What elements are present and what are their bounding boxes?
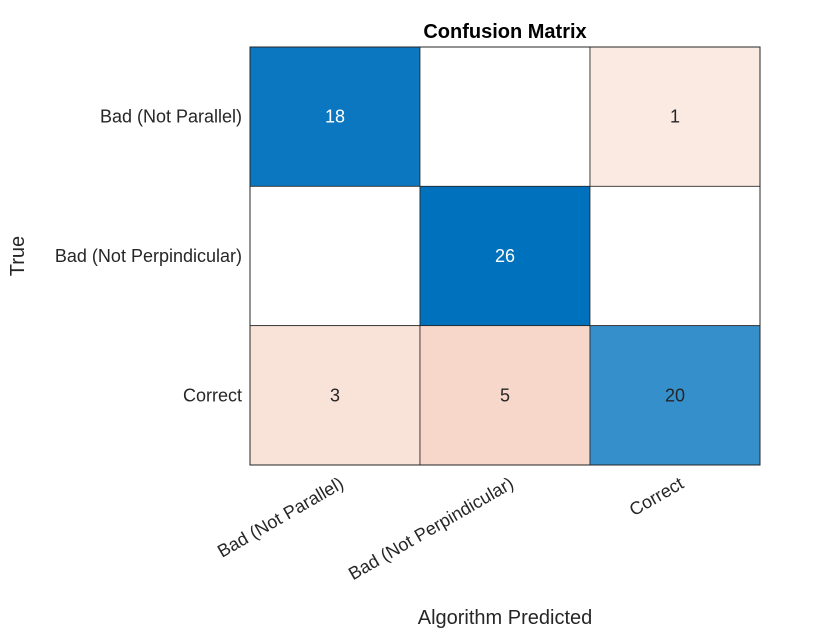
x-tick-label: Bad (Not Parallel): [214, 473, 347, 561]
matrix-cell: [249, 46, 421, 187]
y-axis-label: True: [7, 236, 29, 276]
y-tick-labels: Bad (Not Parallel) Bad (Not Perpindicular…: [55, 107, 242, 406]
y-tick-label: Correct: [183, 385, 242, 405]
matrix-cell: [249, 325, 421, 466]
x-tick-label: Bad (Not Perpindicular): [345, 473, 517, 584]
chart-title: Confusion Matrix: [423, 21, 586, 43]
x-tick-labels: Bad (Not Parallel)Bad (Not Perpindicular…: [214, 473, 687, 584]
cell-value-label: 18: [325, 107, 345, 127]
y-tick-label: Bad (Not Parallel): [100, 107, 242, 127]
matrix-cell: [419, 325, 591, 466]
cell-value-label: 20: [665, 385, 685, 405]
x-axis-label: Algorithm Predicted: [418, 607, 593, 629]
matrix-cell: [589, 185, 761, 327]
matrix-cell: [589, 325, 761, 466]
cell-value-label: 26: [495, 246, 515, 266]
matrix-cell: [419, 46, 591, 187]
cell-value-label: 3: [330, 385, 340, 405]
x-tick-label: Correct: [626, 473, 687, 520]
cell-value-label: 1: [670, 107, 680, 127]
y-tick-label: Bad (Not Perpindicular): [55, 246, 242, 266]
matrix-frame: [249, 46, 761, 466]
matrix-cell: [589, 46, 761, 187]
matrix-cell: [249, 185, 421, 327]
matrix-cell: [419, 185, 591, 327]
cell-value-label: 5: [500, 385, 510, 405]
matrix-cells: 18 1 26 3 5 20: [249, 46, 761, 466]
